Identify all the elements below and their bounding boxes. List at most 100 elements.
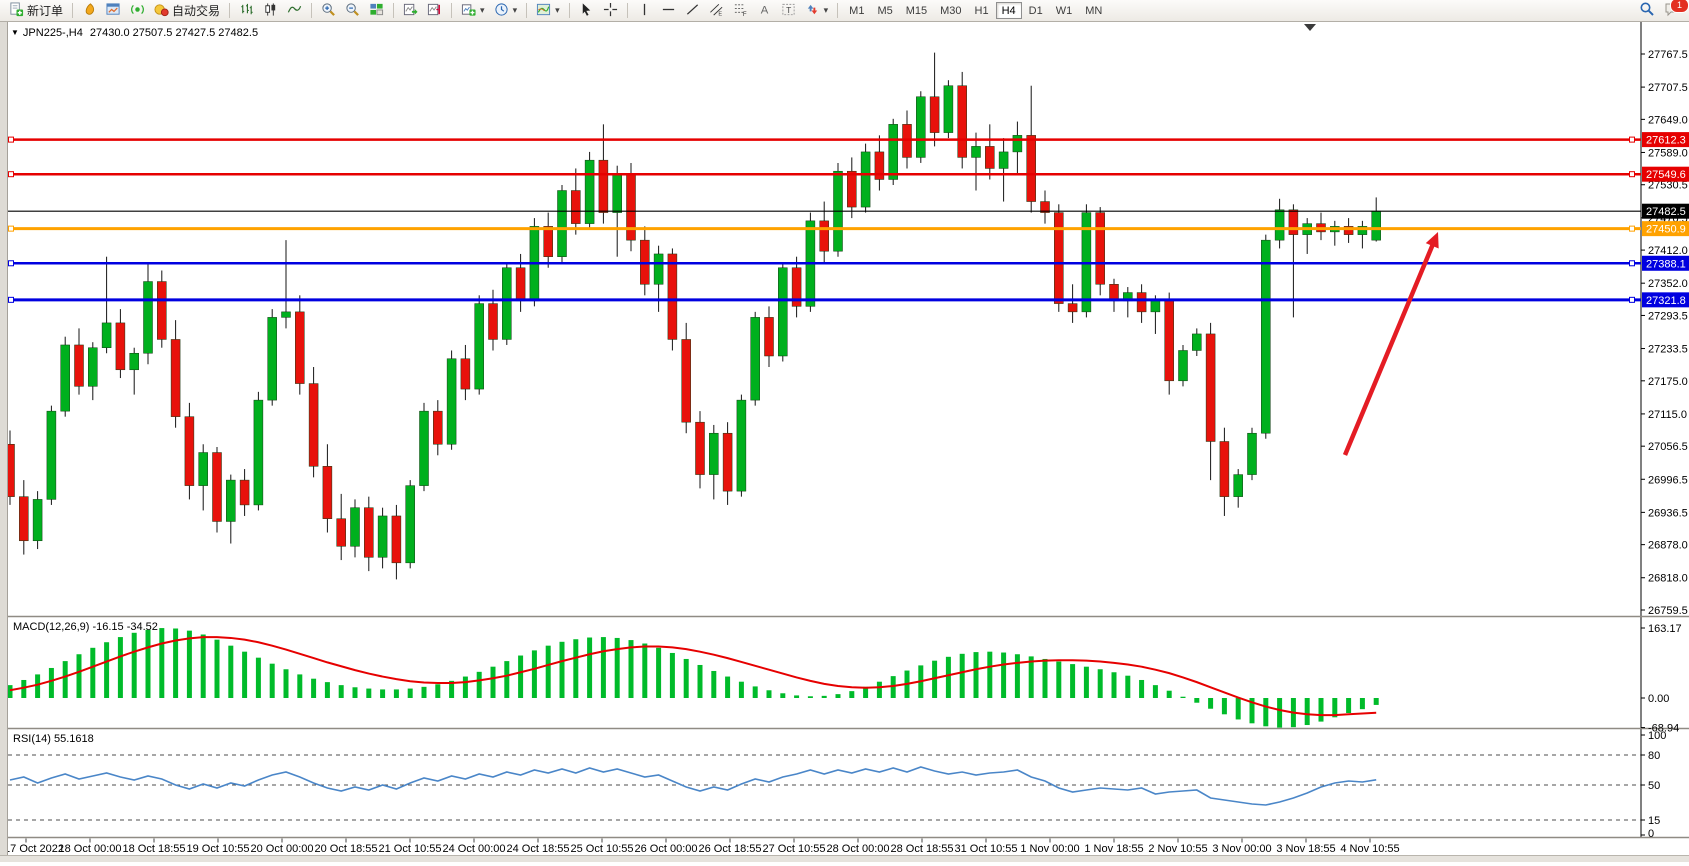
macd-bar: [518, 655, 524, 698]
notifications-button[interactable]: 1: [1660, 0, 1689, 20]
period-clock-button[interactable]: ▾: [490, 1, 522, 20]
tile-windows-icon: [369, 2, 384, 20]
candle-body: [295, 311, 305, 384]
hline-handle[interactable]: [8, 171, 14, 178]
bar-chart-type-button[interactable]: [235, 1, 258, 20]
price-tick-label: 26759.5: [1648, 605, 1688, 617]
symbol-dropdown-icon[interactable]: ▼: [11, 28, 19, 37]
hlines-layer: [8, 136, 1641, 303]
line-chart-type-button[interactable]: [283, 1, 306, 20]
hline-handle[interactable]: [8, 260, 14, 267]
hline-handle[interactable]: [1629, 136, 1635, 143]
candle-body: [60, 344, 70, 412]
candle-body: [1288, 209, 1299, 235]
autotrading-button[interactable]: 自动交易: [150, 1, 224, 20]
macd-bar: [835, 694, 841, 698]
text-label-button[interactable]: T: [777, 1, 800, 20]
new-order-label: 新订单: [27, 4, 64, 18]
zoom-out-button[interactable]: [341, 1, 364, 20]
price-tick-label: 27115.0: [1648, 409, 1687, 421]
timeframe-h4[interactable]: H4: [995, 2, 1022, 19]
signals-button[interactable]: [126, 1, 149, 20]
candle-body: [653, 253, 664, 285]
macd-bar: [449, 680, 455, 698]
timeframe-m30[interactable]: M30: [934, 2, 967, 19]
time-label: 19 Oct 10:55: [187, 843, 250, 855]
hline-handle[interactable]: [8, 225, 14, 232]
macd-bar: [1263, 698, 1269, 727]
hline-handle[interactable]: [1629, 171, 1635, 178]
candle-body: [253, 399, 264, 506]
macd-bar: [421, 686, 427, 698]
macd-bar: [145, 629, 151, 698]
crosshair-button[interactable]: [599, 1, 622, 20]
macd-bar: [987, 651, 993, 698]
macd-bar: [1221, 698, 1227, 715]
macd-bar: [1139, 679, 1145, 698]
hline-handle[interactable]: [1629, 225, 1635, 232]
macd-bar: [297, 674, 303, 698]
macd-bar: [1056, 661, 1062, 698]
search-button[interactable]: [1635, 1, 1659, 20]
macd-bar: [228, 645, 234, 698]
candle-body: [198, 452, 208, 486]
chart-background: [0, 22, 1689, 838]
timeframe-w1[interactable]: W1: [1050, 2, 1079, 19]
horizontal-scrollbar[interactable]: [0, 855, 1689, 862]
price-badge-label: 27612.3: [1646, 135, 1686, 147]
macd-bar: [490, 666, 496, 698]
vertical-line-button[interactable]: [633, 1, 656, 20]
toolbar: 新订单 自动交易 ▾ ▾ ▾ E F: [0, 0, 1689, 22]
svg-text:F: F: [742, 11, 746, 17]
templates-button[interactable]: ▾: [532, 1, 564, 20]
rsi-indicator-label: RSI(14) 55.1618: [13, 733, 94, 745]
macd-bar: [1359, 698, 1365, 710]
timeframe-h1[interactable]: H1: [969, 2, 995, 19]
arrows-tool-button[interactable]: ▾: [801, 1, 833, 20]
price-badges: 27612.3 27549.6 27482.5 27450.9 27388.1 27321…: [1642, 132, 1689, 308]
arrow-shaft[interactable]: [1342, 242, 1436, 456]
candle-body: [695, 421, 705, 475]
hline-handle[interactable]: [8, 296, 14, 303]
fibonacci-button[interactable]: F: [729, 1, 752, 20]
price-badge-label: 27388.1: [1646, 258, 1686, 270]
trend-arrow-annotation[interactable]: [1342, 232, 1439, 456]
new-order-button[interactable]: 新订单: [5, 1, 67, 20]
quotes-droplet-button[interactable]: [78, 1, 101, 20]
hline-handle[interactable]: [8, 136, 14, 143]
timeframe-mn[interactable]: MN: [1079, 2, 1108, 19]
candle-body: [571, 190, 581, 224]
hline-handle[interactable]: [1629, 296, 1635, 303]
candlestick-type-button[interactable]: [259, 1, 282, 20]
chart-shift-marker[interactable]: [1304, 24, 1316, 31]
svg-text:E: E: [718, 11, 722, 16]
candle-body: [32, 499, 43, 542]
cursor-button[interactable]: [575, 1, 598, 20]
timeframe-d1[interactable]: D1: [1023, 2, 1049, 19]
hline-handle[interactable]: [1629, 260, 1635, 267]
data-window-button[interactable]: [102, 1, 125, 20]
candle-body: [350, 507, 360, 547]
timeframe-m15[interactable]: M15: [900, 2, 933, 19]
candle-body: [722, 432, 733, 492]
auto-scroll-icon: [403, 2, 418, 20]
auto-scroll-button[interactable]: [399, 1, 422, 20]
text-button[interactable]: A: [753, 1, 776, 20]
zoom-in-button[interactable]: [317, 1, 340, 20]
trendline-button[interactable]: [681, 1, 704, 20]
macd-bar: [380, 689, 386, 698]
new-chart-button[interactable]: ▾: [457, 1, 489, 20]
chart-shift-button[interactable]: [423, 1, 446, 20]
timeframe-m1[interactable]: M1: [843, 2, 870, 19]
candle-body: [474, 303, 484, 390]
candle-body: [902, 124, 912, 158]
zoom-in-icon: [321, 2, 336, 20]
dropdown-caret-icon: ▾: [512, 5, 518, 15]
horizontal-line-button[interactable]: [657, 1, 680, 20]
macd-bar: [738, 681, 744, 698]
equidistant-channel-button[interactable]: E: [705, 1, 728, 20]
price-badge: [1642, 221, 1689, 237]
timeframe-m5[interactable]: M5: [871, 2, 898, 19]
tile-windows-button[interactable]: [365, 1, 388, 20]
